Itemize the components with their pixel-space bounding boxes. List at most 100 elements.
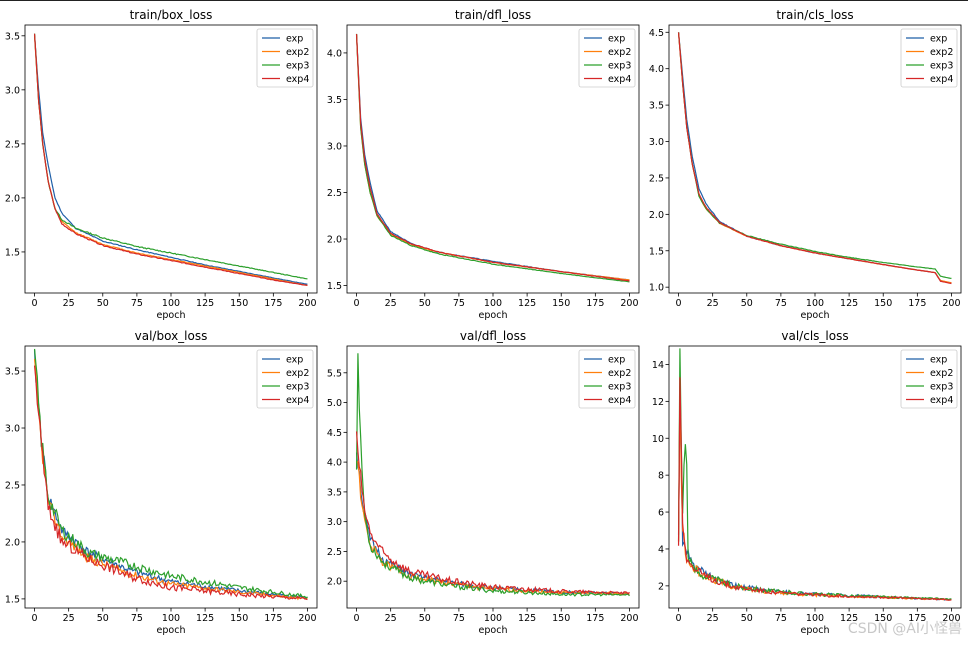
x-tick-label: 100 <box>162 298 180 309</box>
y-tick-label: 10 <box>652 434 664 445</box>
series-line-exp4 <box>33 365 308 601</box>
x-tick-label: 100 <box>806 298 824 309</box>
y-tick-label: 2.0 <box>327 235 342 246</box>
x-tick-label: 125 <box>840 613 858 624</box>
legend-label-exp3: exp3 <box>608 382 631 393</box>
x-tick-label: 0 <box>354 613 360 624</box>
x-tick-label: 150 <box>874 613 892 624</box>
x-tick-label: 200 <box>942 613 960 624</box>
x-tick-label: 0 <box>32 613 38 624</box>
y-tick-label: 4.0 <box>649 64 664 75</box>
x-tick-label: 75 <box>775 613 787 624</box>
legend-box <box>578 349 636 409</box>
y-tick-label: 3.0 <box>327 141 342 152</box>
legend: exp exp2 exp3 exp4 <box>900 349 958 409</box>
y-tick-label: 1.5 <box>649 246 664 257</box>
x-axis-label: epoch <box>157 310 186 321</box>
series-line-exp3 <box>355 353 630 597</box>
legend: exp exp2 exp3 exp4 <box>256 28 314 88</box>
legend-label-exp3: exp3 <box>930 382 953 393</box>
legend-label-exp4: exp4 <box>608 395 631 406</box>
legend-label-exp2: exp2 <box>608 47 631 58</box>
x-tick-label: 25 <box>707 298 719 309</box>
y-tick-label: 14 <box>652 360 664 371</box>
x-tick-label: 100 <box>484 613 502 624</box>
x-axis-label: epoch <box>801 310 830 321</box>
x-tick-label: 50 <box>97 613 109 624</box>
x-tick-label: 125 <box>196 613 214 624</box>
legend-box <box>578 28 636 88</box>
legend-label-exp2: exp2 <box>930 368 953 379</box>
x-tick-label: 100 <box>484 298 502 309</box>
legend-label-exp: exp <box>286 34 303 45</box>
y-tick-label: 2.0 <box>327 577 342 588</box>
subplot-title: val/box_loss <box>135 329 208 343</box>
x-axis-label: epoch <box>801 625 830 636</box>
x-tick-label: 0 <box>354 298 360 309</box>
y-tick-label: 4.0 <box>327 48 342 59</box>
series-line-exp2 <box>677 387 952 601</box>
x-tick-label: 100 <box>162 613 180 624</box>
x-tick-label: 175 <box>586 613 604 624</box>
series-line-exp4 <box>677 32 952 285</box>
x-tick-label: 25 <box>63 613 75 624</box>
subplot-0: train/box_loss 0 25 50 75 100 125 150 175 200 epoc… <box>5 8 318 321</box>
series-line-exp3 <box>677 348 952 601</box>
x-tick-label: 25 <box>385 613 397 624</box>
legend-label-exp3: exp3 <box>286 61 309 72</box>
y-tick-label: 4.0 <box>327 458 342 469</box>
legend-label-exp2: exp2 <box>608 368 631 379</box>
legend-label-exp4: exp4 <box>930 74 953 85</box>
series-line-exp <box>355 452 630 596</box>
x-tick-label: 100 <box>806 613 824 624</box>
y-tick-label: 3.0 <box>5 424 20 435</box>
x-tick-label: 125 <box>196 298 214 309</box>
y-tick-label: 3.0 <box>649 137 664 148</box>
x-tick-label: 200 <box>298 613 316 624</box>
y-tick-label: 12 <box>652 397 664 408</box>
y-tick-label: 2.5 <box>5 139 20 150</box>
x-tick-label: 50 <box>419 298 431 309</box>
subplot-1: train/dfl_loss 0 25 50 75 100 125 150 175 200 epoc… <box>327 8 640 321</box>
y-tick-label: 1.5 <box>5 247 20 258</box>
legend-box <box>900 28 958 88</box>
y-tick-label: 3.0 <box>5 85 20 96</box>
x-tick-label: 50 <box>419 613 431 624</box>
x-tick-label: 150 <box>552 298 570 309</box>
top-border-line <box>0 0 968 1</box>
legend-label-exp4: exp4 <box>608 74 631 85</box>
x-tick-label: 75 <box>775 298 787 309</box>
x-tick-label: 125 <box>518 298 536 309</box>
y-tick-label: 3.5 <box>5 367 20 378</box>
legend-box <box>900 349 958 409</box>
series-line-exp <box>677 404 952 601</box>
subplot-title: train/cls_loss <box>776 8 853 22</box>
x-tick-label: 200 <box>620 298 638 309</box>
legend-label-exp4: exp4 <box>286 395 309 406</box>
y-tick-label: 3.5 <box>649 101 664 112</box>
x-tick-label: 25 <box>63 298 75 309</box>
x-tick-label: 50 <box>741 613 753 624</box>
y-tick-label: 2.0 <box>5 537 20 548</box>
x-axis-label: epoch <box>479 625 508 636</box>
legend: exp exp2 exp3 exp4 <box>256 349 314 409</box>
x-tick-label: 0 <box>676 613 682 624</box>
x-tick-label: 0 <box>32 298 38 309</box>
series-line-exp4 <box>33 33 308 287</box>
legend-label-exp3: exp3 <box>286 382 309 393</box>
y-tick-label: 6 <box>658 508 664 519</box>
legend-box <box>256 28 314 88</box>
y-tick-label: 5.0 <box>327 398 342 409</box>
y-tick-label: 4.5 <box>327 428 342 439</box>
x-tick-label: 0 <box>676 298 682 309</box>
x-tick-label: 175 <box>908 298 926 309</box>
x-tick-label: 75 <box>131 298 143 309</box>
legend-label-exp4: exp4 <box>286 74 309 85</box>
legend-label-exp4: exp4 <box>930 395 953 406</box>
y-tick-label: 2.0 <box>649 210 664 221</box>
x-tick-label: 150 <box>230 613 248 624</box>
series-line-exp3 <box>33 348 308 599</box>
series-line-exp3 <box>33 33 308 280</box>
legend-label-exp2: exp2 <box>286 368 309 379</box>
